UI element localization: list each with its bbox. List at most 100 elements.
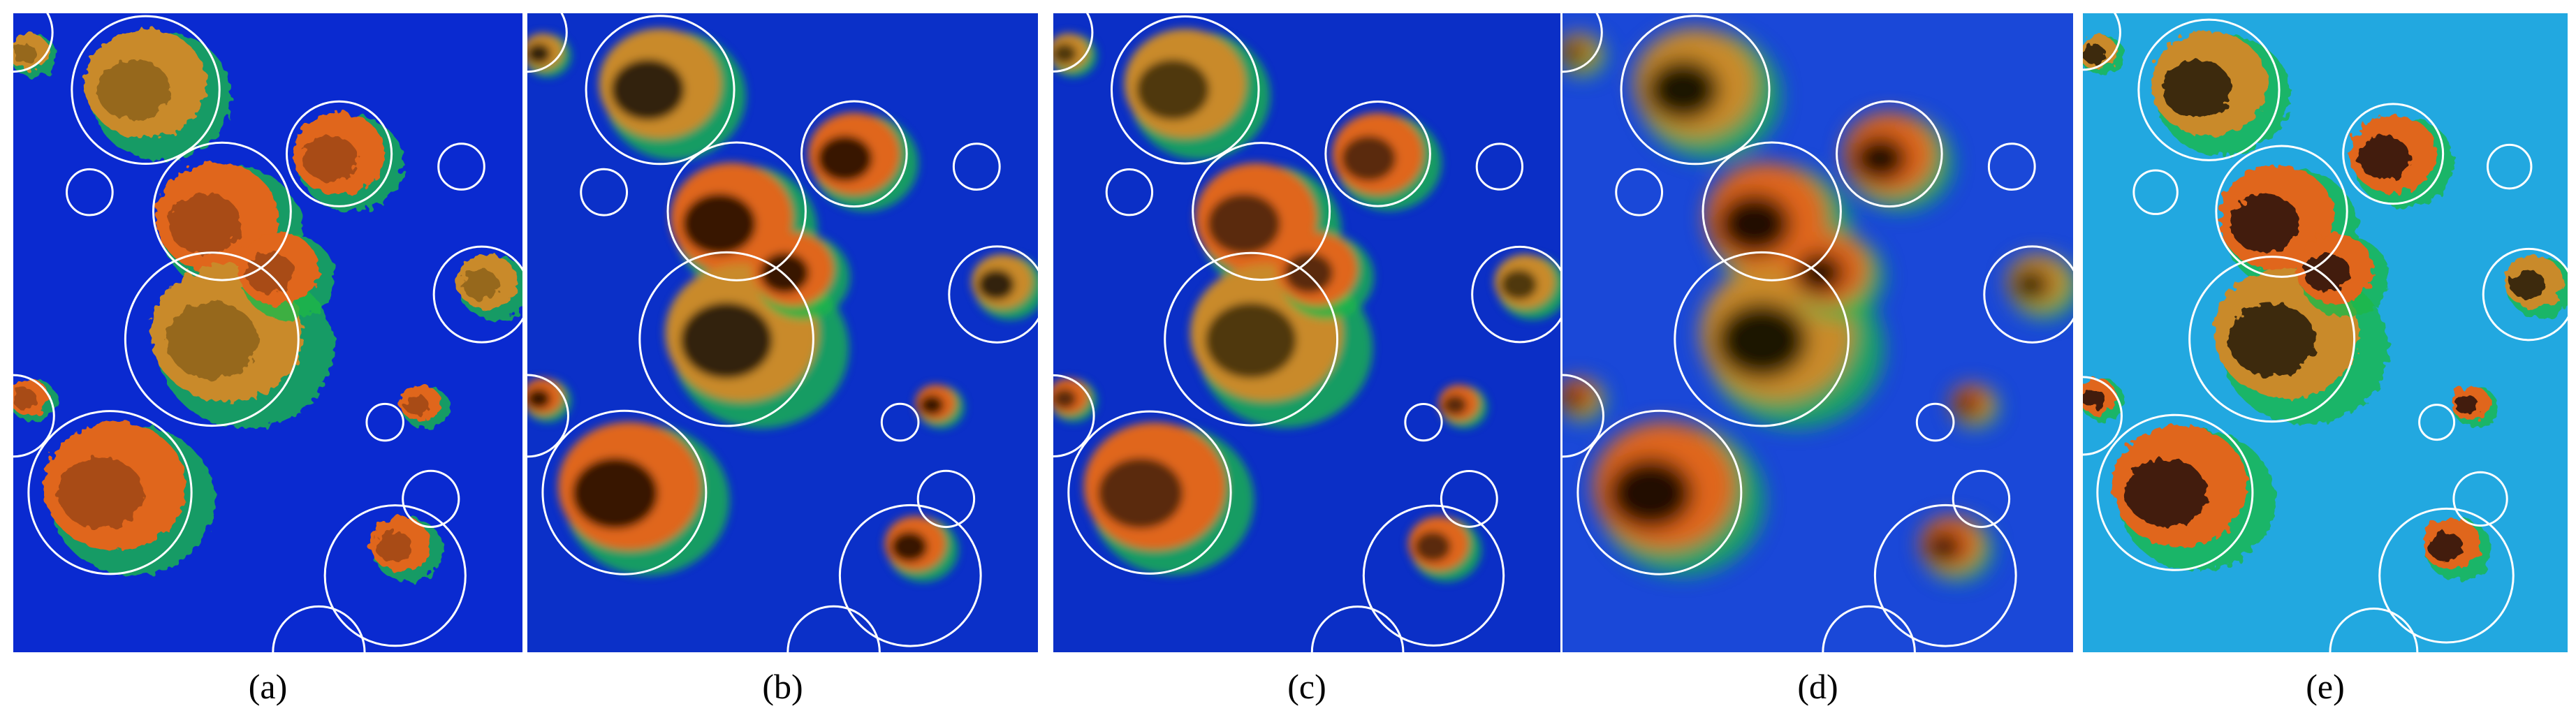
detection-circle xyxy=(638,251,814,427)
terrain-dark xyxy=(462,269,499,300)
detection-circle xyxy=(285,100,393,207)
panel-label: (c) xyxy=(1287,667,1326,706)
terrain-dark xyxy=(1205,302,1297,379)
detection-circle xyxy=(27,410,193,575)
terrain-dark xyxy=(1852,135,1908,182)
detection-circle xyxy=(71,15,221,166)
detection-circle xyxy=(1702,141,1842,281)
terrain-dark xyxy=(891,531,928,562)
detection-circle xyxy=(1563,374,1604,458)
detection-circle xyxy=(2096,413,2254,571)
terrain-dark xyxy=(2230,194,2300,253)
detection-circle xyxy=(666,141,807,281)
detection-circle xyxy=(2137,18,2281,161)
terrain-dark xyxy=(1926,531,1963,562)
terrain-dark xyxy=(2125,459,2207,527)
detection-circle xyxy=(66,168,114,216)
terrain xyxy=(1053,29,1560,582)
detection-circle xyxy=(402,469,460,528)
detection-circle xyxy=(1362,504,1505,647)
terrain-dark xyxy=(1718,193,1792,255)
terrain-dark xyxy=(1715,302,1808,379)
terrain-dark xyxy=(1341,135,1396,182)
detection-circle xyxy=(323,504,467,647)
detection-circle xyxy=(541,409,708,575)
terrain-dark xyxy=(977,269,1015,300)
terrain-dark xyxy=(527,388,551,409)
detection-circle xyxy=(272,605,366,652)
detection-circle xyxy=(1192,142,1331,281)
detection-circle xyxy=(527,13,568,73)
terrain-dark xyxy=(1607,457,1694,529)
detection-circle xyxy=(948,245,1038,344)
detection-circle xyxy=(437,142,485,191)
detection-circle xyxy=(1576,409,1743,575)
detection-circle xyxy=(585,15,736,166)
detection-circle xyxy=(2482,247,2568,341)
detection-circle xyxy=(1053,13,1094,73)
terrain-dark xyxy=(610,59,685,121)
terrain-dark xyxy=(166,302,258,379)
detection-circle xyxy=(1615,168,1664,216)
terrain-dark xyxy=(1563,43,1586,64)
detection-circle xyxy=(1987,142,2036,191)
terrain-dark xyxy=(1207,193,1281,255)
detection-circle xyxy=(1983,245,2073,344)
terrain-dark xyxy=(817,135,873,182)
detection-circle xyxy=(124,251,300,427)
detection-circle xyxy=(786,605,881,652)
detection-circle xyxy=(152,141,292,281)
detection-circle xyxy=(800,100,908,208)
terrain-dark xyxy=(302,135,358,182)
terrain-dark xyxy=(13,388,37,409)
detection-circle xyxy=(880,402,920,442)
detection-circle xyxy=(432,245,522,344)
detection-circle xyxy=(2418,404,2456,441)
terrain-dark xyxy=(2454,395,2479,415)
detection-circle xyxy=(1674,251,1850,427)
detection-circle xyxy=(2342,103,2445,205)
detection-circle xyxy=(1164,251,1339,427)
detection-circle xyxy=(2083,13,2121,71)
detection-circle xyxy=(2188,256,2356,423)
terrain-dark xyxy=(1097,457,1183,529)
detection-circle xyxy=(1915,402,1955,442)
detection-circle xyxy=(2329,608,2419,652)
detection-circle xyxy=(365,402,404,442)
detection-circle xyxy=(1952,469,2011,529)
detection-circle xyxy=(13,13,54,73)
detection-circle xyxy=(952,142,1001,191)
terrain-dark xyxy=(2012,269,2050,300)
panel-label: (b) xyxy=(762,667,803,706)
detection-circle xyxy=(13,374,55,458)
detection-circle xyxy=(1310,605,1405,652)
detection-circle xyxy=(1873,504,2017,647)
panel-label: (e) xyxy=(2306,667,2345,706)
detection-circle xyxy=(1836,100,1943,208)
panel xyxy=(527,13,1038,652)
terrain-dark xyxy=(1053,43,1077,64)
panel-label: (a) xyxy=(249,667,288,706)
terrain-dark xyxy=(2358,136,2411,180)
terrain-dark xyxy=(168,193,242,255)
terrain-dark xyxy=(404,395,429,416)
detection-circle xyxy=(1404,402,1443,442)
terrain-dark xyxy=(2510,270,2546,300)
detection-circle xyxy=(527,374,569,458)
terrain xyxy=(1563,28,2073,582)
terrain-dark xyxy=(1500,269,1537,300)
detection-circle xyxy=(916,469,976,529)
terrain-dark xyxy=(1442,395,1468,416)
detection-circle xyxy=(1471,245,1560,344)
terrain-dark xyxy=(680,302,773,379)
detection-circle xyxy=(838,504,982,647)
detection-circle xyxy=(2486,143,2533,190)
terrain-dark xyxy=(2162,60,2232,119)
terrain-dark xyxy=(2428,531,2464,561)
terrain-dark xyxy=(572,457,659,529)
terrain-dark xyxy=(1563,388,1586,409)
terrain-dark xyxy=(13,43,37,64)
detection-circle xyxy=(1620,15,1771,166)
